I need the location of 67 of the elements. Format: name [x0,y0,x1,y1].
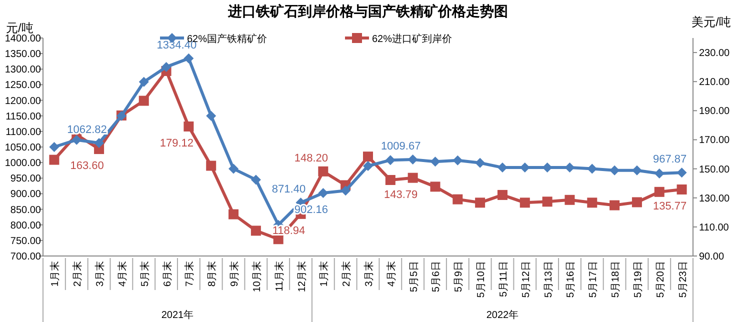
y-tick-label: 1150.00 [6,111,42,122]
data-label: 1009.67 [380,140,421,153]
y-tick-label: 900.00 [10,189,42,200]
data-label: 1062.82 [67,124,107,136]
y-tick-label: 1000.00 [4,158,42,170]
y2-tick-label: 190.00 [699,106,730,118]
x-tick-label: 11月末 [273,261,286,292]
x-tick-label: 10月末 [250,261,263,292]
y-tick-label: 1050.00 [4,142,42,154]
x-tick-label: 5月18日 [610,261,622,298]
x-tick-label: 5月6日 [431,261,442,292]
data-label: 143.79 [384,188,418,201]
x-tick-label: 4月末 [116,261,128,287]
x-tick-label: 5月末 [138,261,151,287]
y2-tick-label: 110.00 [699,222,730,234]
x-tick-label: 9月末 [228,261,241,287]
x-tick-label: 5月12日 [520,261,532,298]
y-tick-label: 1250.00 [4,80,42,92]
x-tick-label: 2月末 [72,261,84,287]
y-tick-label: 1400.00 [4,34,42,44]
data-label: 163.60 [70,160,104,172]
y2-tick-label: 150.00 [699,164,730,176]
y-tick-label: 1100.00 [6,126,42,138]
x-tick-label: 4月末 [385,261,398,287]
y-tick-label: 850.00 [10,204,42,216]
x-tick-label: 5月13日 [543,261,554,298]
y2-tick-label: 210.00 [699,77,730,88]
y2-tick-label: 130.00 [699,193,730,204]
y-axis-title: 元/吨 [6,21,34,35]
text: 2022年 [486,309,519,321]
y-tick-label: 750.00 [10,236,42,247]
data-label: 179.12 [160,137,194,150]
x-tick-label: 5月19日 [632,261,644,298]
x-tick-label: 2月末 [340,261,353,287]
data-label: 135.77 [652,200,687,212]
x-tick-label: 5月20日 [655,261,666,298]
x-tick-label: 5月9日 [454,261,465,292]
y2-axis-title: 美元/吨 [692,15,731,29]
x-tick-label: 5月23日 [678,261,689,298]
x-tick-label: 5月16日 [566,261,577,298]
x-tick-label: 3月末 [363,261,375,287]
y2-tick-label: 230.00 [699,48,730,60]
x-tick-label: 5月5日 [408,261,420,292]
y-tick-label: 800.00 [10,220,42,232]
y-tick-label: 1300.00 [4,64,42,76]
x-tick-label: 5月10日 [476,261,488,298]
y-tick-label: 1350.00 [4,49,42,60]
x-tick-label: 1月末 [318,261,330,287]
data-label: 148.20 [294,152,328,164]
y2-tick-label: 170.00 [699,135,730,146]
y-tick-label: 950.00 [10,174,42,185]
x-tick-label: 5月17日 [588,261,600,298]
x-tick-label: 1月末 [49,261,62,287]
data-label: 967.87 [652,154,687,166]
chart-title: 进口铁矿石到岸价格与国产铁精矿价格走势图 [227,3,508,19]
text: 2021年 [161,309,194,321]
x-tick-label: 12月末 [296,261,308,292]
x-tick-label: 7月末 [184,261,196,287]
y-tick-label: 1200.00 [4,96,42,107]
y2-tick-label: 90.00 [699,252,724,262]
y-tick-label: 700.00 [10,252,42,262]
x-tick-label: 3月末 [94,261,106,287]
data-label: 871.40 [272,184,306,196]
legend-label: 62%进口矿到岸价 [372,33,452,45]
x-tick-label: 5月11日 [498,261,510,297]
x-tick-label: 6月末 [161,261,174,287]
x-tick-label: 8月末 [206,261,218,287]
